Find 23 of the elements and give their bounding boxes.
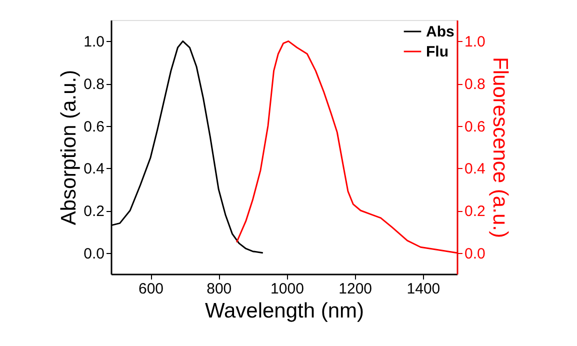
y-axis-title: Absorption (a.u.): [58, 70, 81, 226]
x-axis-title: Wavelength (nm): [204, 300, 364, 322]
legend-label: Flu: [426, 44, 448, 60]
y2-axis-title: Fluorescence (a.u.): [488, 57, 512, 238]
y-tick-label: 0.0: [84, 245, 104, 262]
x-tick-label: 1400: [406, 280, 440, 298]
y-tick-label: 0.8: [84, 76, 104, 93]
x-tick-label: 1200: [338, 280, 372, 298]
y2-tick-label: 1.0: [464, 34, 486, 51]
y-tick-label: 0.6: [84, 118, 104, 136]
line-series: [236, 40, 457, 254]
x-tick-label: 600: [138, 280, 164, 298]
y2-tick-label: 0.6: [464, 118, 486, 136]
legend-label: Abs: [426, 24, 454, 40]
y-tick-label: 0.2: [84, 203, 104, 220]
y-tick-label: 1.0: [84, 34, 104, 51]
y-tick-label: 0.4: [84, 160, 104, 178]
x-tick-label: 1000: [270, 280, 304, 298]
y2-tick-label: 0.2: [464, 203, 486, 220]
y2-tick-label: 0.4: [464, 160, 486, 178]
y2-tick-label: 0.0: [464, 245, 486, 262]
y2-tick-label: 0.8: [464, 76, 486, 93]
x-tick-label: 800: [206, 280, 232, 298]
